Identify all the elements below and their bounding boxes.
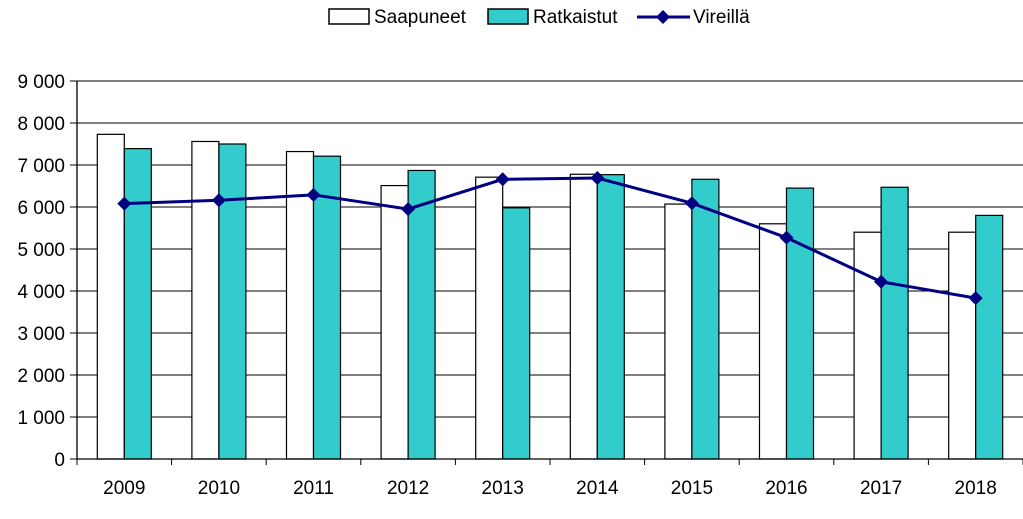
bar-saapuneet-2016 — [758, 223, 788, 460]
x-tick-label: 2017 — [860, 478, 902, 499]
bar-ratkaistut-2010 — [218, 143, 247, 460]
y-tick-labels: 0 1 000 2 000 3 000 4 000 5 000 6 000 7 000 8 00… — [17, 72, 65, 471]
bar-saapuneet-2010 — [191, 140, 220, 460]
point-vireillä-2016 — [779, 230, 794, 245]
y-tick-label: 3 000 — [17, 324, 65, 345]
legend-swatch-ratkaistut — [487, 8, 529, 25]
y-tick-label: 0 — [54, 450, 65, 471]
bar-ratkaistut-2015 — [691, 178, 720, 460]
y-tick-label: 1 000 — [17, 408, 65, 429]
x-tick-label: 2014 — [576, 478, 619, 499]
point-vireillä-2017 — [874, 274, 889, 289]
x-tick-label: 2012 — [387, 478, 429, 499]
line-series — [117, 171, 983, 306]
y-tick-label: 6 000 — [17, 198, 65, 219]
legend-label-saapuneet: Saapuneet — [374, 7, 467, 28]
bar-ratkaistut-2016 — [785, 187, 815, 460]
axes — [70, 80, 1023, 465]
bar-ratkaistut-2012 — [407, 169, 436, 460]
point-vireillä-2010 — [211, 193, 226, 208]
point-vireillä-2009 — [117, 196, 132, 211]
bar-saapuneet-2017 — [853, 231, 882, 460]
bar-ratkaistut-2013 — [502, 207, 531, 460]
y-tick-label: 9 000 — [17, 72, 65, 93]
x-tick-label: 2011 — [293, 478, 334, 499]
x-tick-label: 2010 — [198, 478, 240, 499]
legend-marker-vireilla — [656, 10, 670, 24]
bar-ratkaistut-2009 — [123, 148, 152, 460]
y-tick-label: 2 000 — [17, 366, 65, 387]
bar-saapuneet-2018 — [948, 231, 977, 460]
bar-ratkaistut-2017 — [880, 186, 909, 460]
point-vireillä-2011 — [306, 187, 321, 202]
x-tick-label: 2018 — [955, 478, 997, 499]
point-vireillä-2015 — [684, 196, 699, 211]
bar-saapuneet-2015 — [664, 203, 693, 460]
point-vireillä-2013 — [495, 172, 510, 187]
bar-ratkaistut-2011 — [312, 155, 342, 460]
bar-saapuneet-2012 — [380, 184, 409, 460]
x-tick-label: 2009 — [103, 478, 145, 499]
point-vireillä-2018 — [968, 291, 983, 306]
x-tick-label: 2016 — [765, 478, 807, 499]
legend: Saapuneet Ratkaistut Vireillä — [328, 7, 750, 28]
y-tick-label: 4 000 — [17, 282, 65, 303]
point-vireillä-2012 — [401, 202, 416, 217]
y-tick-label: 8 000 — [17, 114, 65, 135]
bar-ratkaistut-2014 — [596, 174, 625, 460]
bars — [96, 133, 1004, 460]
legend-label-vireilla: Vireillä — [693, 7, 750, 28]
bar-saapuneet-2009 — [96, 133, 125, 460]
bar-saapuneet-2013 — [475, 176, 504, 460]
bar-saapuneet-2014 — [569, 173, 598, 460]
y-tick-label: 5 000 — [17, 240, 65, 261]
x-tick-label: 2015 — [671, 478, 713, 499]
point-vireillä-2014 — [590, 171, 605, 186]
legend-label-ratkaistut: Ratkaistut — [533, 7, 618, 28]
bar-ratkaistut-2018 — [975, 214, 1004, 460]
x-tick-labels: 2009 2010 2011 2012 2013 2014 2015 2016 2017 2018 — [103, 478, 997, 499]
line-vireillä — [124, 176, 976, 300]
legend-swatch-saapuneet — [328, 8, 370, 25]
x-tick-label: 2013 — [482, 478, 524, 499]
y-tick-label: 7 000 — [17, 156, 65, 177]
